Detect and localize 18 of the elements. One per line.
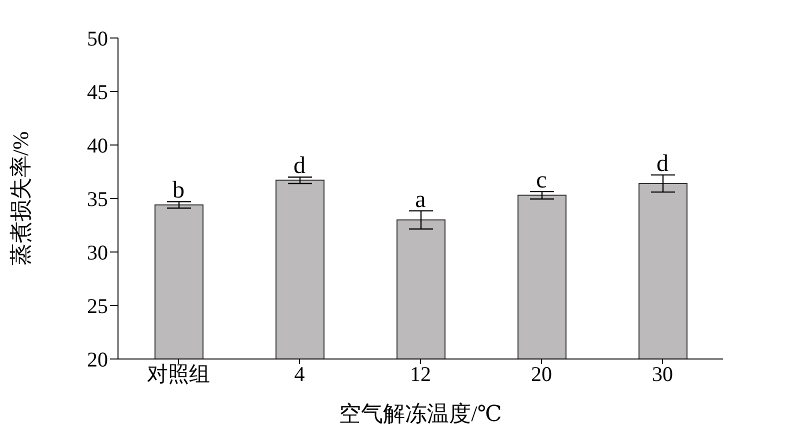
annotation: c: [536, 168, 547, 194]
y-tick-label: 50: [87, 26, 108, 50]
annotation: d: [294, 153, 306, 180]
y-tick-label: 35: [87, 186, 108, 211]
annotation: d: [656, 150, 668, 177]
y-tick-label: 25: [87, 294, 108, 318]
y-tick-label: 40: [87, 133, 108, 158]
x-tick-label: 4: [294, 362, 306, 386]
x-tick-label: 20: [531, 362, 552, 386]
y-tick-label: 45: [87, 80, 108, 104]
x-tick-label: 对照组: [147, 362, 210, 386]
x-axis-title: 空气解冻温度/℃: [339, 401, 502, 426]
annotation: a: [415, 186, 426, 213]
x-tick-label: 30: [652, 362, 673, 386]
x-tick-label: 12: [410, 362, 431, 386]
y-axis-title: 蒸煮损失率/%: [8, 131, 33, 266]
y-tick-label: 30: [87, 240, 108, 264]
annotation: b: [172, 178, 184, 204]
